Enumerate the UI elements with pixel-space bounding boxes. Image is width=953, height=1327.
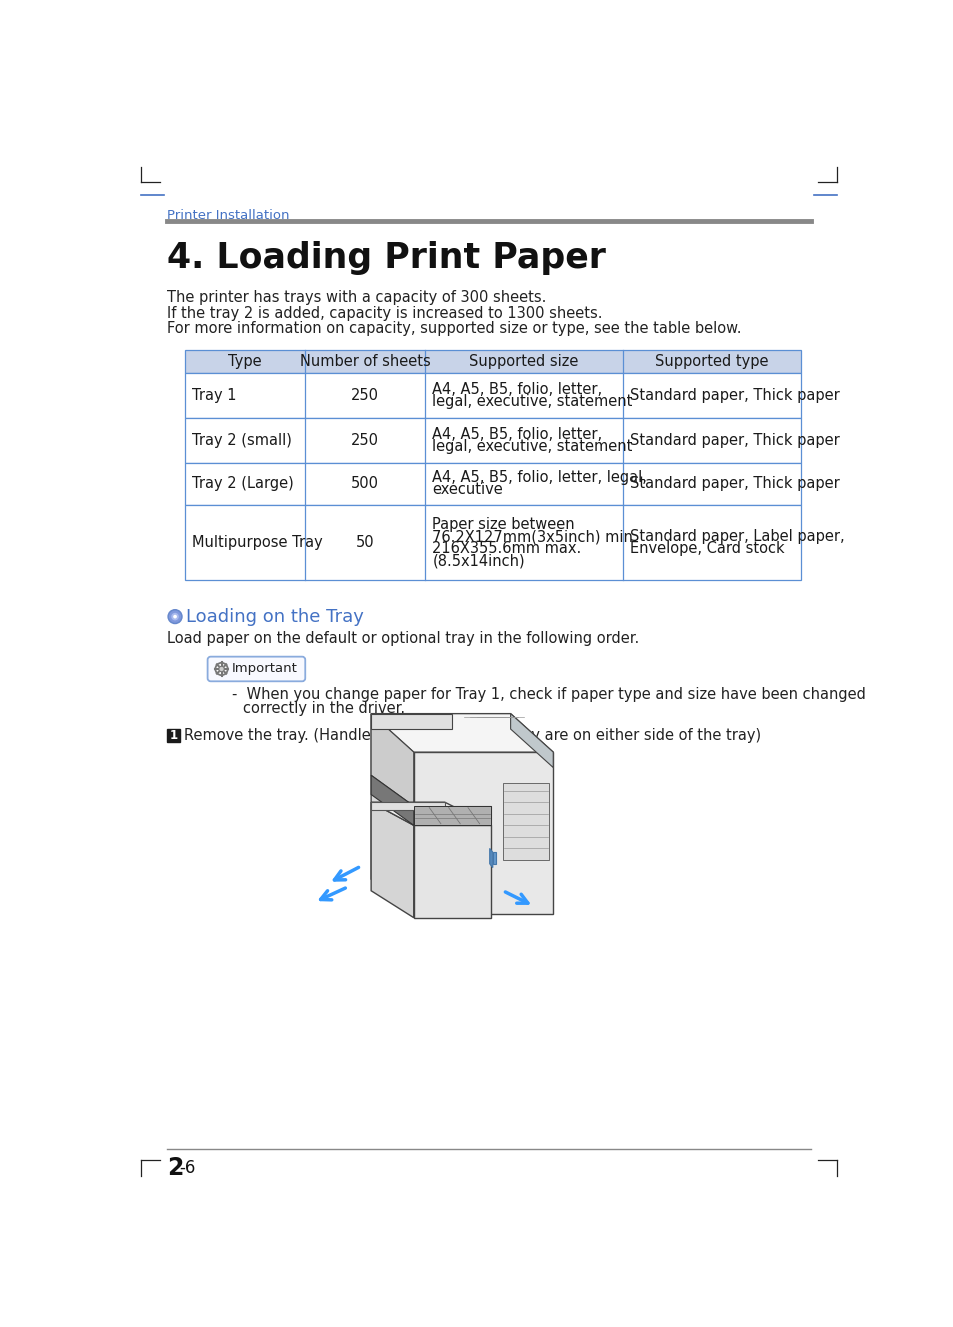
Polygon shape — [414, 805, 491, 825]
Text: Standard paper, Thick paper: Standard paper, Thick paper — [629, 433, 839, 447]
Text: legal, executive, statement: legal, executive, statement — [432, 394, 632, 409]
Text: legal, executive, statement: legal, executive, statement — [432, 439, 632, 454]
Text: 250: 250 — [351, 387, 379, 403]
Text: The printer has trays with a capacity of 300 sheets.: The printer has trays with a capacity of… — [167, 291, 546, 305]
Text: Tray 1: Tray 1 — [192, 387, 236, 403]
Text: Standard paper, Thick paper: Standard paper, Thick paper — [629, 476, 839, 491]
Text: 250: 250 — [351, 433, 379, 447]
Text: Paper size between: Paper size between — [432, 518, 575, 532]
Text: 2: 2 — [167, 1156, 184, 1180]
Polygon shape — [371, 803, 414, 918]
Text: Supported size: Supported size — [469, 354, 578, 369]
Text: 1: 1 — [170, 729, 178, 742]
Text: -  When you change paper for Tray 1, check if paper type and size have been chan: - When you change paper for Tray 1, chec… — [232, 686, 864, 702]
Text: correctly in the driver.: correctly in the driver. — [243, 701, 405, 715]
Polygon shape — [371, 714, 553, 752]
Text: (8.5x14inch): (8.5x14inch) — [432, 553, 524, 568]
Bar — [185, 418, 801, 463]
Text: Supported type: Supported type — [655, 354, 768, 369]
Text: Standard paper, Thick paper: Standard paper, Thick paper — [629, 387, 839, 403]
Text: Loading on the Tray: Loading on the Tray — [186, 608, 363, 625]
Polygon shape — [371, 775, 414, 825]
Polygon shape — [371, 714, 452, 729]
Polygon shape — [489, 848, 493, 868]
Text: 50: 50 — [355, 535, 375, 551]
Polygon shape — [371, 714, 414, 805]
Text: A4, A5, B5, folio, letter, legal,: A4, A5, B5, folio, letter, legal, — [432, 470, 646, 486]
Bar — [185, 373, 801, 418]
Circle shape — [172, 613, 178, 620]
Polygon shape — [371, 714, 414, 914]
Text: Standard paper, Label paper,: Standard paper, Label paper, — [629, 529, 843, 544]
Text: Envelope, Card stock: Envelope, Card stock — [629, 541, 783, 556]
Polygon shape — [502, 783, 549, 860]
Circle shape — [218, 666, 224, 671]
Text: Load paper on the default or optional tray in the following order.: Load paper on the default or optional tr… — [167, 632, 639, 646]
Text: 500: 500 — [351, 476, 379, 491]
Text: Type: Type — [228, 354, 262, 369]
Circle shape — [173, 616, 176, 618]
Text: For more information on capacity, supported size or type, see the table below.: For more information on capacity, suppor… — [167, 321, 741, 336]
Text: -6: -6 — [179, 1158, 196, 1177]
Polygon shape — [371, 803, 444, 809]
Bar — [185, 506, 801, 580]
Polygon shape — [510, 714, 553, 767]
Text: If the tray 2 is added, capacity is increased to 1300 sheets.: If the tray 2 is added, capacity is incr… — [167, 305, 602, 321]
Circle shape — [215, 662, 228, 675]
Circle shape — [170, 612, 180, 622]
Text: Tray 2 (Large): Tray 2 (Large) — [192, 476, 294, 491]
Bar — [185, 463, 801, 506]
Text: 76.2X127mm(3x5inch) min.: 76.2X127mm(3x5inch) min. — [432, 529, 638, 544]
FancyBboxPatch shape — [208, 657, 305, 681]
Polygon shape — [493, 852, 496, 864]
Bar — [167, 729, 180, 742]
Polygon shape — [414, 805, 491, 825]
Text: executive: executive — [432, 482, 502, 498]
Circle shape — [168, 609, 182, 624]
Text: 4. Loading Print Paper: 4. Loading Print Paper — [167, 240, 605, 275]
Text: Tray 2 (small): Tray 2 (small) — [192, 433, 292, 447]
Text: Remove the tray. (Handles for removing the tray are on either side of the tray): Remove the tray. (Handles for removing t… — [184, 729, 760, 743]
Bar — [185, 350, 801, 373]
Text: A4, A5, B5, folio, letter,: A4, A5, B5, folio, letter, — [432, 382, 602, 397]
Text: Multipurpose Tray: Multipurpose Tray — [192, 535, 322, 551]
Text: Number of sheets: Number of sheets — [299, 354, 430, 369]
Text: A4, A5, B5, folio, letter,: A4, A5, B5, folio, letter, — [432, 427, 602, 442]
Polygon shape — [371, 803, 491, 825]
Text: Printer Installation: Printer Installation — [167, 210, 290, 223]
Polygon shape — [414, 752, 553, 914]
Text: Important: Important — [232, 662, 297, 675]
Text: 216X355.6mm max.: 216X355.6mm max. — [432, 541, 581, 556]
Polygon shape — [414, 825, 491, 918]
